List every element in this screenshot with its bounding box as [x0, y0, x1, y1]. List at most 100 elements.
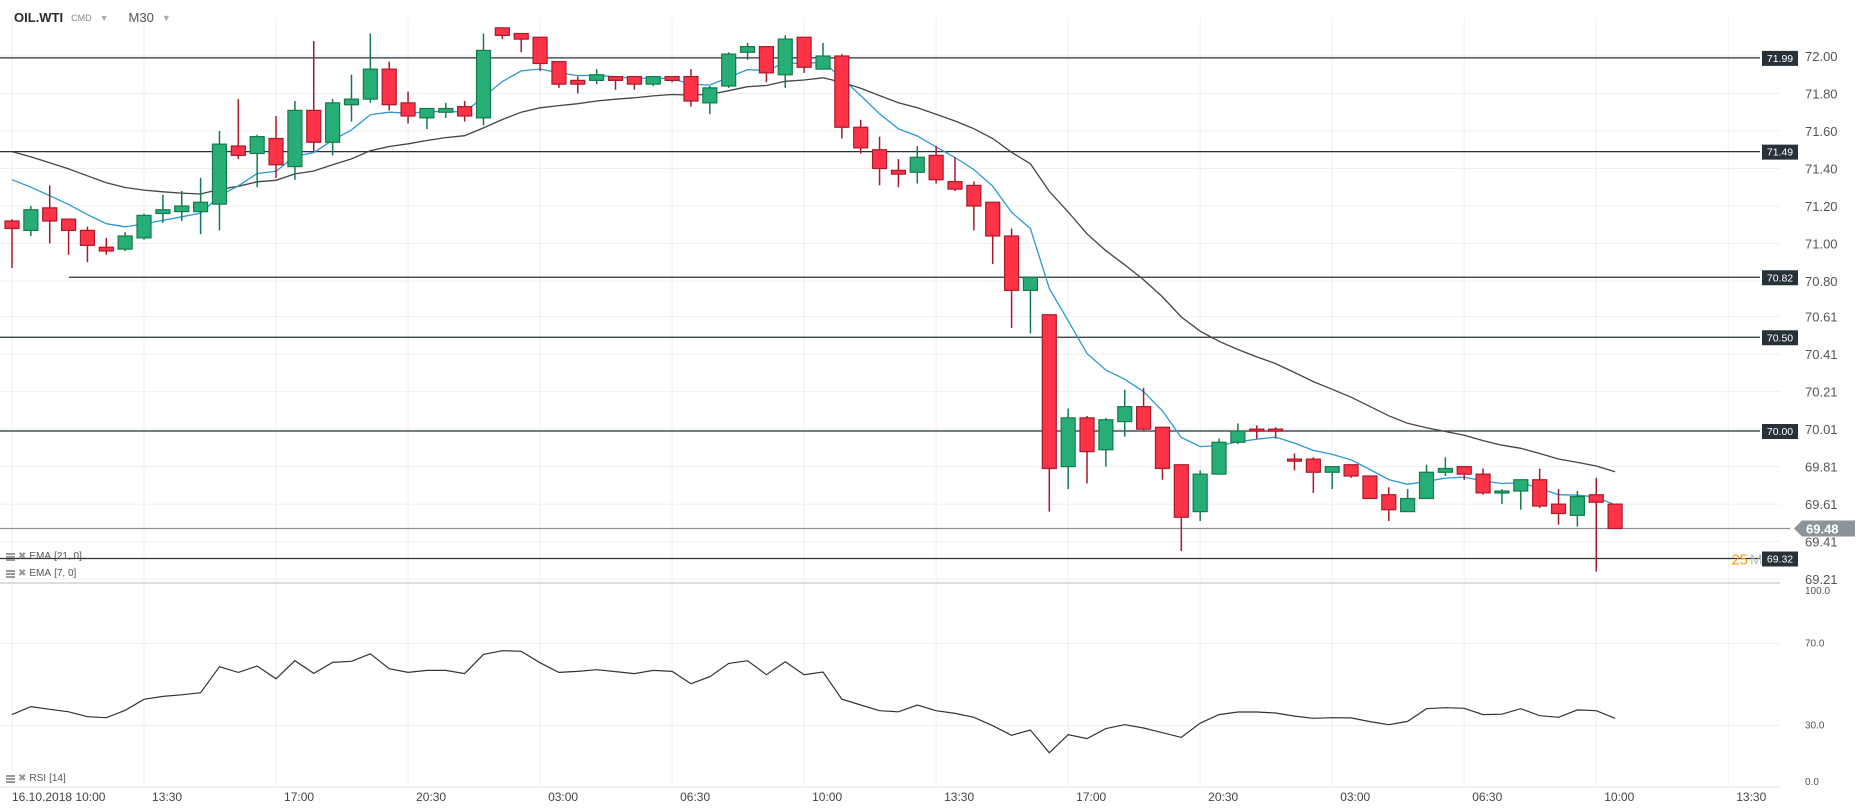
candle[interactable]: [1550, 489, 1567, 525]
candle[interactable]: [1022, 276, 1039, 334]
candle[interactable]: [1154, 426, 1171, 480]
candle[interactable]: [211, 131, 228, 231]
timeframe-selector[interactable]: M30: [128, 10, 154, 25]
candle[interactable]: [1381, 487, 1397, 521]
candle[interactable]: [721, 52, 737, 88]
candle[interactable]: [400, 91, 416, 124]
candle[interactable]: [1079, 416, 1095, 484]
candle[interactable]: [796, 36, 812, 73]
candle[interactable]: [853, 119, 869, 154]
candle[interactable]: [1192, 470, 1208, 521]
candle[interactable]: [230, 99, 246, 160]
candle[interactable]: [117, 232, 133, 251]
candle[interactable]: [589, 69, 605, 85]
group-dropdown-caret-icon[interactable]: ▼: [99, 12, 109, 23]
candle[interactable]: [475, 33, 492, 126]
candle[interactable]: [438, 102, 454, 118]
timeframe-dropdown-caret-icon[interactable]: ▼: [161, 12, 171, 23]
candle[interactable]: [1532, 468, 1548, 508]
candle[interactable]: [1324, 466, 1340, 490]
candle[interactable]: [136, 213, 152, 240]
candle[interactable]: [871, 136, 888, 186]
candle[interactable]: [1437, 457, 1453, 476]
settings-icon[interactable]: [6, 569, 15, 578]
candle[interactable]: [1418, 464, 1435, 500]
settings-icon[interactable]: [6, 552, 15, 561]
remove-indicator-icon[interactable]: ✖: [18, 551, 27, 562]
remove-indicator-icon[interactable]: ✖: [18, 568, 27, 579]
candle[interactable]: [23, 206, 39, 236]
candle[interactable]: [1456, 466, 1472, 480]
settings-icon[interactable]: [6, 774, 15, 783]
candle[interactable]: [419, 107, 435, 130]
candle[interactable]: [287, 101, 303, 180]
candle[interactable]: [4, 219, 20, 268]
candle[interactable]: [1513, 479, 1529, 510]
candle[interactable]: [1588, 477, 1604, 572]
level-label-box[interactable]: [1762, 330, 1798, 346]
level-label-box[interactable]: [1762, 270, 1798, 286]
candle[interactable]: [551, 61, 567, 88]
candle[interactable]: [306, 41, 322, 152]
candle[interactable]: [947, 157, 963, 191]
candle[interactable]: [966, 181, 982, 231]
candle[interactable]: [1173, 464, 1189, 551]
level-label-box[interactable]: [1762, 551, 1798, 567]
candle[interactable]: [702, 86, 718, 115]
level-label-box[interactable]: [1762, 144, 1798, 160]
candle[interactable]: [1117, 389, 1133, 437]
candle[interactable]: [1400, 489, 1416, 513]
candle[interactable]: [890, 159, 907, 188]
candle[interactable]: [664, 76, 680, 83]
candle[interactable]: [42, 185, 58, 244]
symbol-name[interactable]: OIL.WTI: [14, 10, 64, 25]
candle[interactable]: [1475, 468, 1491, 495]
candle[interactable]: [1494, 489, 1510, 505]
candle[interactable]: [1060, 408, 1076, 490]
candle[interactable]: [1098, 417, 1114, 467]
candle[interactable]: [777, 35, 793, 88]
candle[interactable]: [928, 146, 944, 184]
candle[interactable]: [174, 191, 190, 221]
candle[interactable]: [815, 42, 831, 70]
candle[interactable]: [494, 27, 510, 40]
candle[interactable]: [1268, 427, 1284, 439]
candle[interactable]: [683, 69, 699, 107]
candle[interactable]: [155, 194, 171, 223]
candle[interactable]: [1569, 491, 1585, 527]
candle[interactable]: [739, 42, 756, 60]
candle[interactable]: [1343, 464, 1359, 478]
candle[interactable]: [98, 237, 114, 255]
level-label-box[interactable]: [1762, 50, 1798, 66]
candle[interactable]: [1135, 387, 1152, 431]
candle[interactable]: [1230, 423, 1246, 445]
candle[interactable]: [985, 201, 1001, 265]
candle[interactable]: [362, 33, 378, 103]
candle[interactable]: [381, 61, 397, 111]
candle[interactable]: [1607, 503, 1623, 530]
candle[interactable]: [1041, 314, 1057, 512]
candle[interactable]: [758, 46, 775, 83]
candle[interactable]: [60, 218, 77, 255]
candle[interactable]: [645, 76, 661, 86]
symbol-group[interactable]: CMD: [71, 12, 92, 23]
candle[interactable]: [1249, 425, 1265, 439]
candle[interactable]: [457, 101, 473, 122]
candle[interactable]: [193, 177, 209, 235]
candle[interactable]: [834, 54, 850, 139]
candle[interactable]: [532, 36, 548, 71]
candle[interactable]: [1211, 438, 1227, 475]
candle[interactable]: [79, 226, 96, 263]
candle[interactable]: [513, 32, 529, 53]
remove-indicator-icon[interactable]: ✖: [18, 773, 27, 784]
candle[interactable]: [1286, 453, 1303, 471]
candle[interactable]: [909, 146, 925, 184]
candle[interactable]: [626, 76, 642, 90]
candle[interactable]: [343, 74, 360, 122]
candle[interactable]: [268, 116, 284, 178]
candle[interactable]: [1003, 228, 1020, 328]
candle[interactable]: [325, 99, 341, 156]
candle[interactable]: [607, 76, 624, 90]
candle[interactable]: [1305, 457, 1321, 493]
